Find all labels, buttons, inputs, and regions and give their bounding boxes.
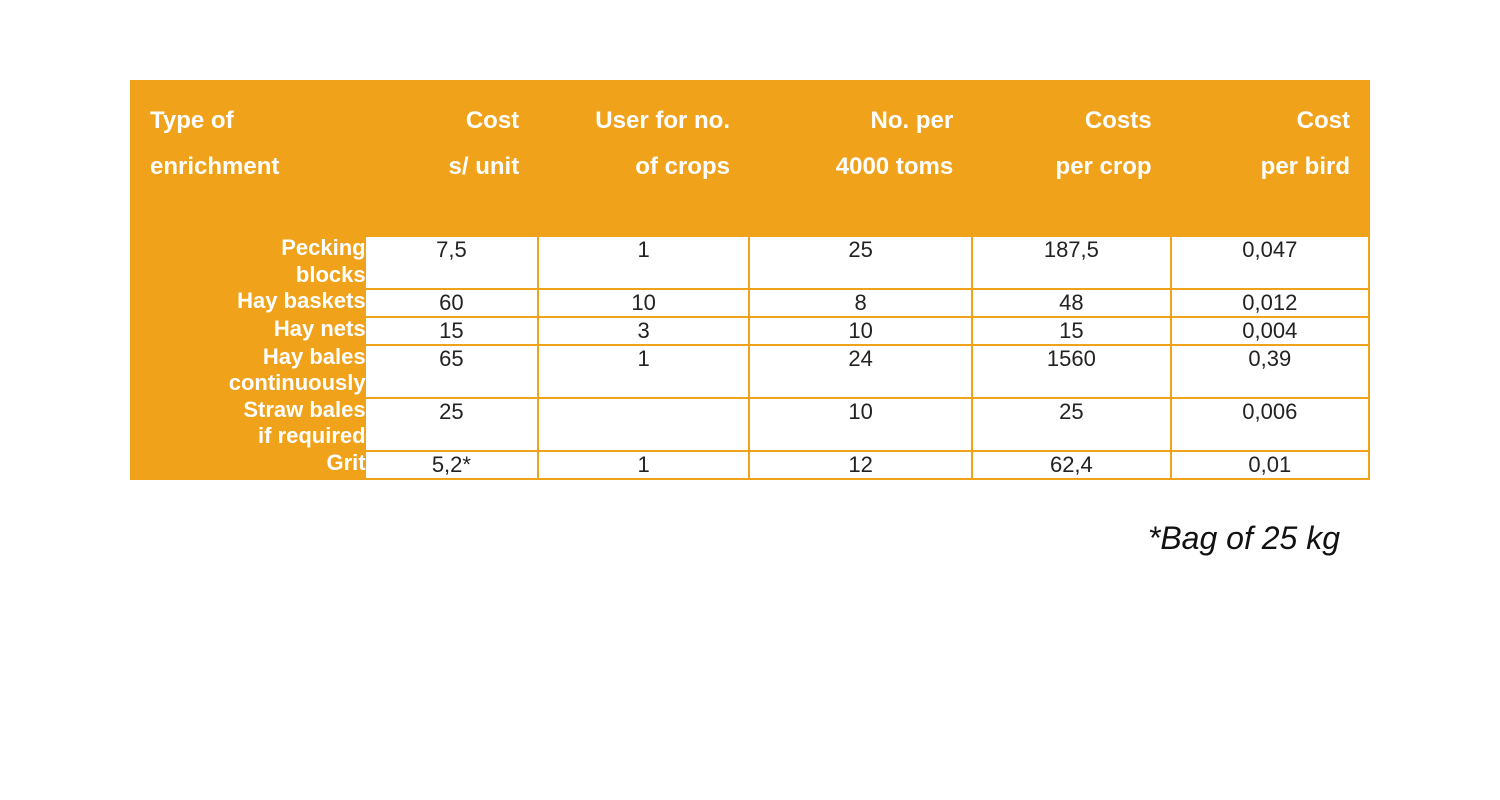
header-text-line1: Costs: [1085, 107, 1152, 134]
header-cell-1: Cost s/ unit: [366, 80, 540, 207]
data-cell: 65: [366, 344, 540, 397]
table-row: Hay baskets60108480,012: [130, 288, 1370, 316]
data-cell: 3: [539, 316, 750, 344]
header-text-line1: User for no.: [595, 107, 730, 134]
data-cell: [539, 397, 750, 450]
data-cell: 15: [366, 316, 540, 344]
data-cell: 7,5: [366, 235, 540, 288]
header-cell-4: Costs per crop: [973, 80, 1171, 207]
data-cell: 25: [973, 397, 1171, 450]
header-cell-2: User for no. of crops: [539, 80, 750, 207]
data-cell: 48: [973, 288, 1171, 316]
header-text-line1: Cost: [466, 107, 519, 134]
row-label: Hay baskets: [130, 288, 366, 316]
data-cell: 10: [750, 397, 973, 450]
data-cell: 1: [539, 344, 750, 397]
row-label: Hay balescontinuously: [130, 344, 366, 397]
data-cell: 0,006: [1172, 397, 1370, 450]
header-cell-0: Type of enrichment: [130, 80, 366, 207]
table-row: Peckingblocks7,5125187,50,047: [130, 235, 1370, 288]
header-text-line1: No. per: [870, 107, 953, 134]
data-cell: 62,4: [973, 450, 1171, 480]
data-cell: 1560: [973, 344, 1171, 397]
data-cell: 0,012: [1172, 288, 1370, 316]
data-cell: 5,2*: [366, 450, 540, 480]
data-cell: 24: [750, 344, 973, 397]
data-cell: 187,5: [973, 235, 1171, 288]
data-cell: 0,39: [1172, 344, 1370, 397]
data-cell: 10: [539, 288, 750, 316]
header-text-line2: enrichment: [150, 153, 279, 180]
data-cell: 25: [366, 397, 540, 450]
table-row: Hay balescontinuously6512415600,39: [130, 344, 1370, 397]
table-row: Hay nets15310150,004: [130, 316, 1370, 344]
header-text-line1: Cost: [1297, 107, 1350, 134]
data-cell: 0,004: [1172, 316, 1370, 344]
header-text-line1: Type of: [150, 107, 234, 134]
data-cell: 10: [750, 316, 973, 344]
header-text-line2: of crops: [635, 153, 730, 180]
table-footnote: *Bag of 25 kg: [130, 520, 1370, 557]
row-label: Grit: [130, 450, 366, 480]
data-cell: 0,047: [1172, 235, 1370, 288]
header-spacer-row: [130, 207, 1370, 235]
data-cell: 8: [750, 288, 973, 316]
table-row: Straw balesif required2510250,006: [130, 397, 1370, 450]
table-body: Peckingblocks7,5125187,50,047Hay baskets…: [130, 235, 1370, 479]
header-text-line2: s/ unit: [449, 153, 520, 180]
table-header-row: Type of enrichment Cost s/ unit User for…: [130, 80, 1370, 207]
data-cell: 60: [366, 288, 540, 316]
row-label: Peckingblocks: [130, 235, 366, 288]
data-cell: 1: [539, 235, 750, 288]
data-cell: 1: [539, 450, 750, 480]
spacer-cell: [130, 207, 1370, 235]
data-cell: 12: [750, 450, 973, 480]
data-cell: 25: [750, 235, 973, 288]
table-row: Grit5,2*11262,40,01: [130, 450, 1370, 480]
data-cell: 15: [973, 316, 1171, 344]
data-cell: 0,01: [1172, 450, 1370, 480]
row-label: Straw balesif required: [130, 397, 366, 450]
header-cell-5: Cost per bird: [1172, 80, 1370, 207]
header-text-line2: 4000 toms: [836, 153, 953, 180]
header-cell-3: No. per 4000 toms: [750, 80, 973, 207]
header-text-line2: per crop: [1056, 153, 1152, 180]
row-label: Hay nets: [130, 316, 366, 344]
enrichment-cost-table: Type of enrichment Cost s/ unit User for…: [130, 80, 1370, 480]
header-text-line2: per bird: [1261, 153, 1350, 180]
